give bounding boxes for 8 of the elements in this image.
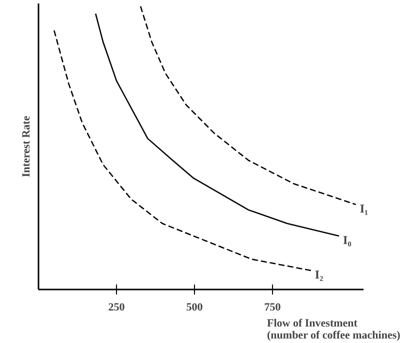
x-tick-label: 500 bbox=[186, 302, 204, 314]
y-axis-title: Interest Rate bbox=[20, 116, 32, 178]
series-label: I₂ bbox=[314, 268, 324, 282]
series-label: I₁ bbox=[360, 202, 369, 216]
x-tick-label: 750 bbox=[264, 302, 282, 314]
x-tick-label: 250 bbox=[108, 302, 126, 314]
series-label: I₀ bbox=[343, 232, 352, 247]
x-axis-title: Flow of Investment (number of coffee machines) bbox=[267, 318, 401, 342]
